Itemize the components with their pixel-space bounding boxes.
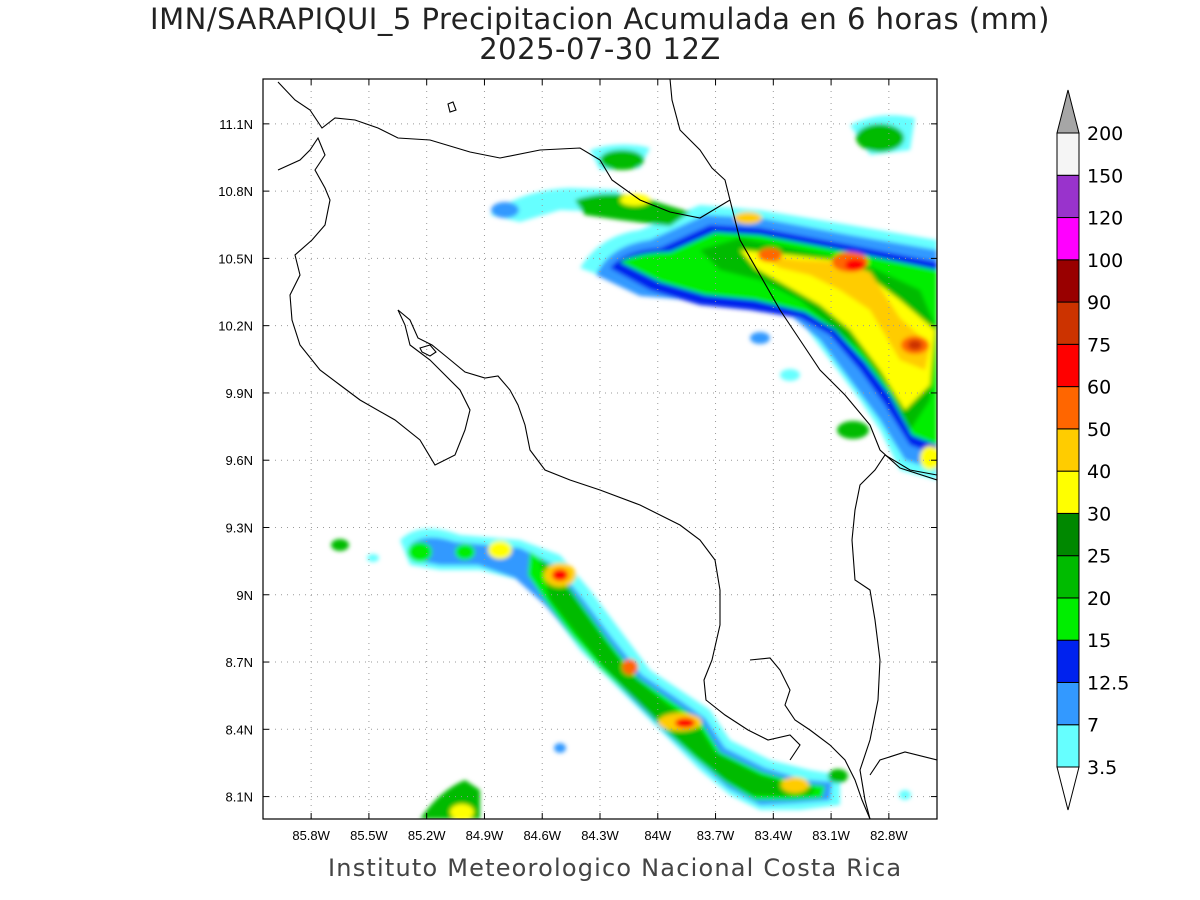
x-tick-label: 84.6W (523, 828, 561, 843)
lake-island (447, 101, 457, 113)
colorbar-label: 100 (1087, 250, 1123, 272)
nicoya-gulf (397, 309, 801, 761)
y-tick-label: 9N (236, 588, 253, 603)
y-tick-label: 10.8N (218, 184, 253, 199)
colorbar-label: 120 (1087, 208, 1123, 230)
colorbar-label: 200 (1087, 123, 1123, 145)
y-tick-label: 10.5N (218, 251, 253, 266)
osa-peninsula (749, 657, 871, 819)
colorbar-swatch (1056, 301, 1080, 345)
x-tick-label: 84W (644, 828, 671, 843)
colorbar-label: 40 (1087, 461, 1111, 483)
colorbar-label: 50 (1087, 419, 1111, 441)
x-tick-label: 84.9W (466, 828, 504, 843)
y-tick-label: 8.7N (226, 655, 253, 670)
y-tick-label: 9.3N (226, 520, 253, 535)
panama-pacific (869, 751, 937, 776)
y-tick-label: 11.1N (219, 117, 253, 132)
y-tick-label: 9.9N (226, 386, 253, 401)
colorbar-label: 3.5 (1087, 757, 1117, 779)
x-tick-label: 83.4W (755, 828, 793, 843)
map-gridlines (263, 79, 937, 819)
y-tick-label: 9.6N (226, 453, 253, 468)
footer-credit: Instituto Meteorologico Nacional Costa R… (328, 854, 903, 882)
x-axis: 85.8W 85.5W 85.2W 84.9W 84.6W 84.3W 84W 83.7W 83… (292, 79, 908, 843)
colorbar-swatch (1056, 217, 1080, 261)
precipitation-field (331, 115, 937, 819)
colorbar-swatch (1056, 639, 1080, 683)
y-tick-label: 8.1N (226, 790, 253, 805)
x-tick-label: 82.8W (870, 828, 908, 843)
colorbar-over-arrow (1056, 89, 1080, 134)
chart-title: IMN/SARAPIQUI_5 Precipitacion Acumulada … (150, 2, 1050, 36)
y-tick-label: 8.4N (226, 722, 253, 737)
colorbar-label: 12.5 (1087, 672, 1129, 694)
colorbar-label: 20 (1087, 588, 1111, 610)
x-tick-label: 85.8W (292, 828, 330, 843)
colorbar-label: 75 (1087, 334, 1111, 356)
nicaragua-lake-shore (277, 81, 601, 161)
colorbar-label: 60 (1087, 377, 1111, 399)
colorbar-label: 90 (1087, 292, 1111, 314)
colorbar-label: 15 (1087, 630, 1111, 652)
x-tick-label: 83.7W (697, 828, 735, 843)
colorbar: 3.5 7 12.5 15 20 25 30 40 50 60 75 90 100 120 150 200 (1056, 89, 1129, 811)
colorbar-swatch (1056, 174, 1080, 219)
colorbar-swatch (1056, 512, 1080, 557)
y-axis: 8.1N 8.4N 8.7N 9N 9.3N 9.6N 9.9N 10.2N 10.5N 10.8… (218, 117, 937, 805)
y-tick-label: 10.2N (218, 319, 253, 334)
colorbar-swatch (1056, 428, 1080, 472)
x-tick-label: 85.5W (350, 828, 388, 843)
x-tick-label: 83.1W (812, 828, 850, 843)
colorbar-swatch (1056, 259, 1080, 303)
colorbar-label: 25 (1087, 546, 1111, 568)
colorbar-swatch (1056, 555, 1080, 599)
colorbar-swatch (1056, 343, 1080, 388)
coastlines (277, 79, 937, 819)
bocas-coast (851, 454, 937, 819)
nicaragua-coast (599, 79, 731, 219)
chart-subtitle-date: 2025-07-30 12Z (479, 32, 721, 66)
island-nicoya (419, 344, 437, 357)
x-tick-label: 85.2W (408, 828, 446, 843)
colorbar-swatch (1056, 132, 1080, 176)
precip-band-caribbean (490, 115, 937, 480)
colorbar-label: 30 (1087, 503, 1111, 525)
precip-band-pacific (331, 528, 911, 819)
colorbar-label: 150 (1087, 165, 1123, 187)
colorbar-swatch (1056, 386, 1080, 430)
pacific-coast-guanacaste (277, 136, 471, 466)
colorbar-swatch (1056, 681, 1080, 726)
colorbar-swatch (1056, 724, 1080, 768)
colorbar-under-arrow (1056, 766, 1080, 811)
x-tick-label: 84.3W (581, 828, 619, 843)
colorbar-label: 7 (1087, 715, 1099, 737)
colorbar-swatch (1056, 597, 1080, 641)
colorbar-swatch (1056, 470, 1080, 514)
